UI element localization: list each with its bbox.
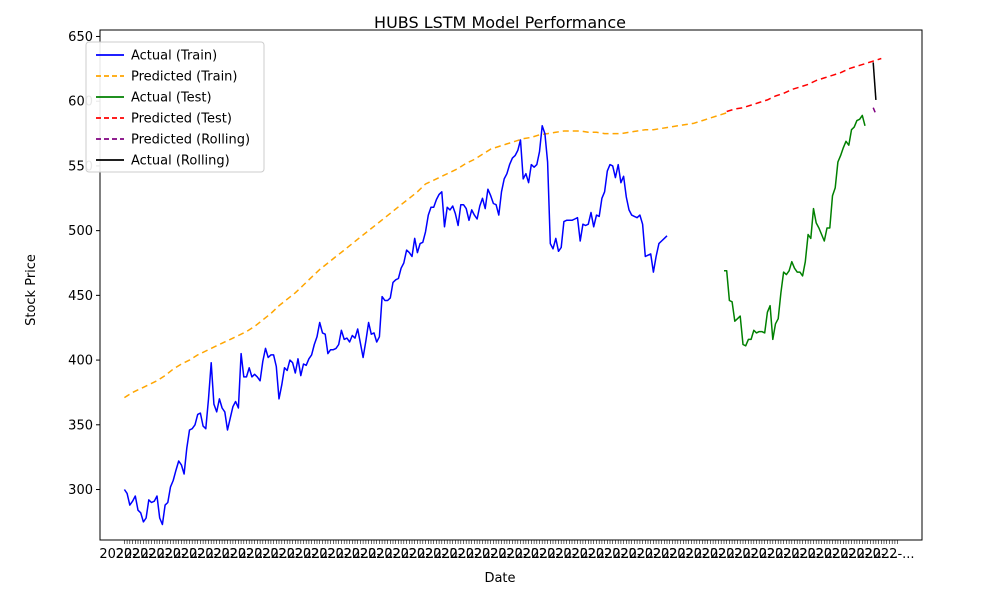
x-tick-label: 2022-... <box>816 547 866 562</box>
x-tick-label: 2022-... <box>425 547 475 562</box>
x-tick-label: 2022-... <box>457 547 507 562</box>
x-tick-label: 2022-... <box>327 547 377 562</box>
x-tick-label: 2022-... <box>246 547 296 562</box>
legend-entry: Predicted (Test) <box>131 112 232 127</box>
legend: Actual (Train) Predicted (Train) Actual (T… <box>85 41 265 173</box>
x-tick-label: 2022-... <box>702 547 752 562</box>
x-axis-ticks: 2022-...2022-...2022-...2022-...2022-...… <box>99 540 915 562</box>
y-axis-label: Stock Price <box>24 254 39 326</box>
x-tick-label: 2022-... <box>685 547 735 562</box>
chart-title: HUBS LSTM Model Performance <box>374 13 626 32</box>
legend-entry: Predicted (Train) <box>131 70 238 85</box>
x-tick-label: 2022-... <box>376 547 426 562</box>
y-tick-label: 450 <box>68 289 93 304</box>
x-tick-label: 2022-... <box>392 547 442 562</box>
x-tick-label: 2022-... <box>164 547 214 562</box>
line-predicted-rolling <box>872 107 877 115</box>
x-tick-label: 2022-... <box>864 547 914 562</box>
x-tick-label: 2022-... <box>311 547 361 562</box>
y-tick-label: 400 <box>68 354 93 369</box>
legend-entry: Actual (Train) <box>131 49 217 64</box>
x-tick-label: 2022-... <box>295 547 345 562</box>
y-tick-label: 350 <box>68 418 93 433</box>
x-tick-label: 2022-... <box>230 547 280 562</box>
x-tick-label: 2022-... <box>441 547 491 562</box>
x-tick-label: 2022-... <box>604 547 654 562</box>
x-tick-label: 2022-... <box>669 547 719 562</box>
x-tick-label: 2022-... <box>116 547 166 562</box>
x-tick-label: 2022-... <box>278 547 328 562</box>
legend-box <box>85 41 265 173</box>
x-tick-label: 2022-... <box>620 547 670 562</box>
x-tick-label: 2022-... <box>718 547 768 562</box>
x-tick-label: 2022-... <box>555 547 605 562</box>
x-tick-label: 2022-... <box>99 547 149 562</box>
legend-entry: Actual (Test) <box>131 91 212 106</box>
x-tick-label: 2022-... <box>490 547 540 562</box>
x-tick-label: 2022-... <box>767 547 817 562</box>
line-predicted-train <box>123 112 727 399</box>
y-tick-label: 650 <box>68 30 93 45</box>
y-tick-label: 500 <box>68 224 93 239</box>
x-tick-label: 2022-... <box>571 547 621 562</box>
x-tick-label: 2022-... <box>262 547 312 562</box>
line-predicted-test <box>726 57 882 113</box>
legend-entry: Predicted (Rolling) <box>131 133 250 148</box>
x-tick-label: 2022-... <box>409 547 459 562</box>
x-tick-label: 2022-... <box>343 547 393 562</box>
x-tick-label: 2022-... <box>506 547 556 562</box>
x-tick-label: 2022-... <box>799 547 849 562</box>
x-tick-label: 2022-... <box>636 547 686 562</box>
x-tick-label: 2022-... <box>523 547 573 562</box>
x-tick-label: 2022-... <box>848 547 898 562</box>
x-tick-label: 2022-... <box>588 547 638 562</box>
x-tick-label: 2022-... <box>132 547 182 562</box>
x-tick-marks <box>124 540 898 544</box>
legend-entry: Actual (Rolling) <box>131 154 230 169</box>
x-tick-label: 2022-... <box>539 547 589 562</box>
x-tick-label: 2022-... <box>213 547 263 562</box>
x-tick-label: 2022-... <box>181 547 231 562</box>
x-axis-label: Date <box>484 571 515 586</box>
line-actual-rolling <box>872 62 877 100</box>
x-tick-label: 2022-... <box>148 547 198 562</box>
plot-area <box>99 29 923 541</box>
x-tick-label: 2022-... <box>734 547 784 562</box>
x-tick-label: 2022-... <box>750 547 800 562</box>
line-actual-test <box>724 114 866 347</box>
x-tick-label: 2022-... <box>360 547 410 562</box>
x-tick-label: 2022-... <box>832 547 882 562</box>
x-tick-label: 2022-... <box>474 547 524 562</box>
line-actual-train <box>123 125 668 526</box>
y-tick-label: 300 <box>68 483 93 498</box>
axes-frame <box>99 29 923 541</box>
x-tick-label: 2022-... <box>653 547 703 562</box>
x-tick-label: 2022-... <box>197 547 247 562</box>
x-tick-label: 2022-... <box>783 547 833 562</box>
